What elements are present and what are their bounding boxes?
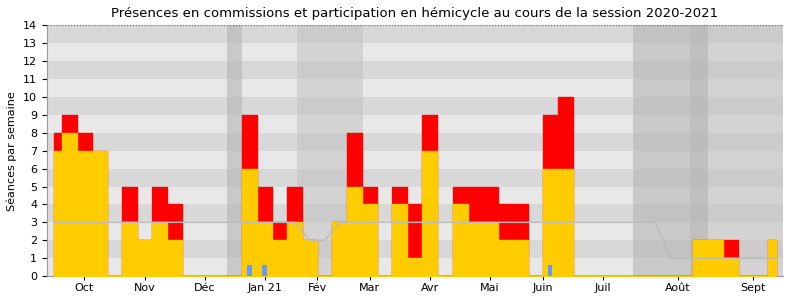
Bar: [47, 97, 783, 115]
Bar: [47, 43, 783, 61]
Bar: [47, 258, 783, 276]
Bar: [633, 25, 708, 276]
Bar: [228, 25, 243, 276]
Bar: [548, 266, 552, 276]
Bar: [47, 25, 783, 43]
Bar: [756, 25, 790, 276]
Bar: [690, 25, 756, 276]
Bar: [47, 79, 783, 97]
Bar: [247, 266, 252, 276]
Bar: [47, 115, 783, 133]
Bar: [47, 240, 783, 258]
Y-axis label: Séances par semaine: Séances par semaine: [7, 91, 17, 211]
Bar: [47, 187, 783, 204]
Bar: [297, 25, 363, 276]
Bar: [47, 169, 783, 187]
Title: Présences en commissions et participation en hémicycle au cours de la session 20: Présences en commissions et participatio…: [111, 7, 719, 20]
Bar: [47, 61, 783, 79]
Bar: [47, 151, 783, 169]
Bar: [47, 222, 783, 240]
Bar: [47, 133, 783, 151]
Bar: [47, 204, 783, 222]
Bar: [262, 266, 267, 276]
